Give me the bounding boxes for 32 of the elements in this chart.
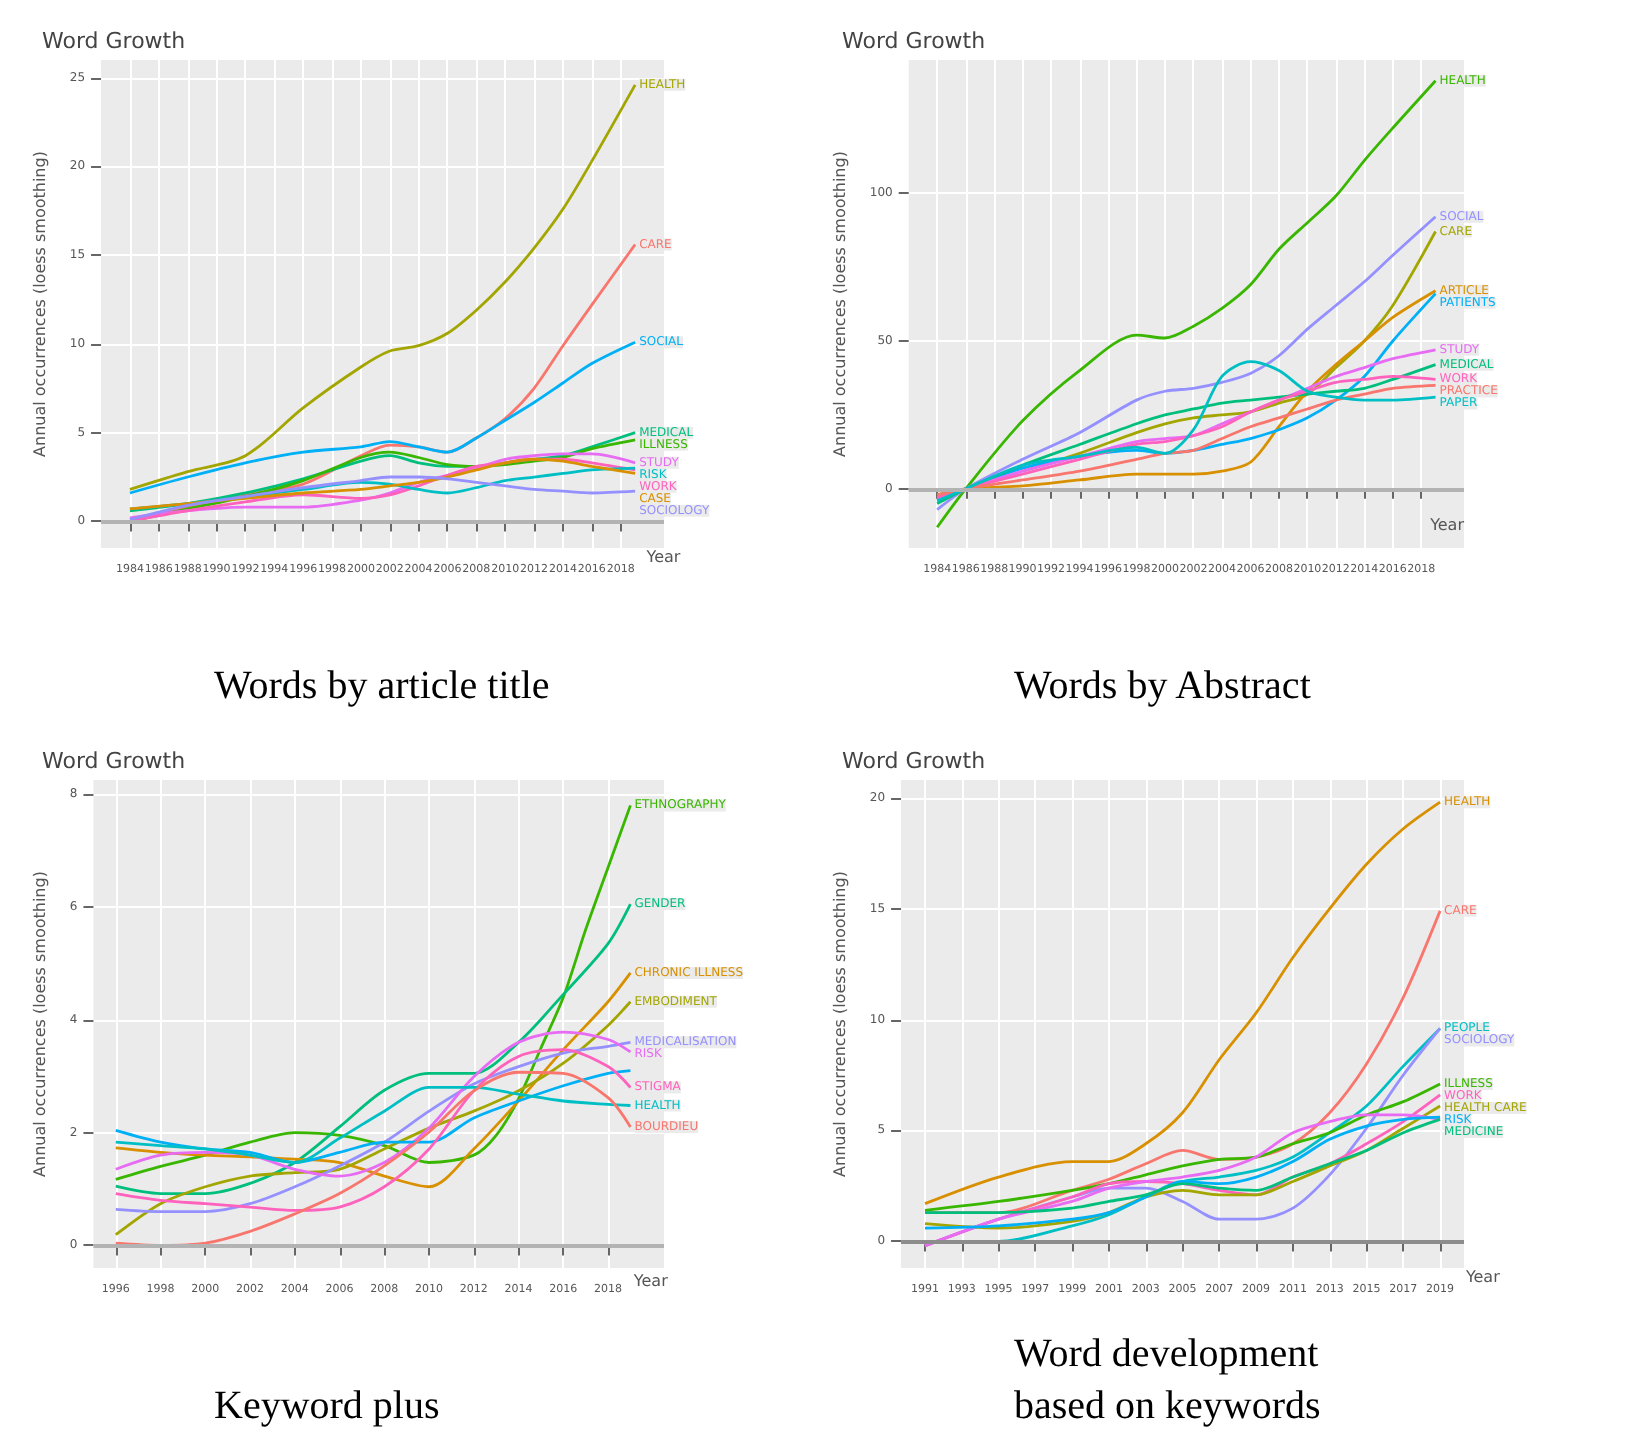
line-series: [114, 971, 632, 1189]
line-series: [923, 1082, 1442, 1212]
y-axis-title: Annual occurrences (loess smoothing): [31, 151, 49, 457]
text: Keyword plus: [214, 1384, 440, 1428]
line-series: [114, 1086, 632, 1164]
line-series: [128, 83, 637, 491]
line-series: [128, 475, 637, 522]
line-series: [128, 457, 637, 511]
x-axis-title: Year: [1463, 1268, 1502, 1287]
x-axis-title: Year: [644, 548, 682, 567]
line-series: [114, 902, 632, 1195]
line-series: [114, 1070, 632, 1247]
line-series: [114, 1069, 632, 1164]
text: Words by Abstract: [1014, 664, 1312, 708]
line-series: [114, 1000, 632, 1237]
x-axis-title: Year: [1428, 515, 1466, 534]
line-series: [923, 1117, 1442, 1214]
chart-title: Word Growth: [42, 748, 186, 774]
line-series: [114, 1030, 632, 1178]
text: Words by article title: [214, 664, 550, 708]
y-axis-title: Annual occurrences (loess smoothing): [31, 871, 49, 1177]
x-axis-title: Year: [631, 1272, 670, 1291]
line-series: [128, 340, 637, 495]
text: Word development based on keywords: [1014, 1332, 1329, 1428]
line-series: [114, 803, 632, 1181]
line-series: [935, 215, 1437, 511]
y-axis-title: Annual occurrences (loess smoothing): [831, 871, 849, 1177]
y-axis-title: Annual occurrences (loess smoothing): [831, 151, 849, 457]
chart-title: Word Growth: [842, 28, 986, 54]
chart-title: Word Growth: [42, 28, 186, 54]
line-series: [923, 800, 1442, 1206]
chart-title: Word Growth: [842, 748, 986, 774]
